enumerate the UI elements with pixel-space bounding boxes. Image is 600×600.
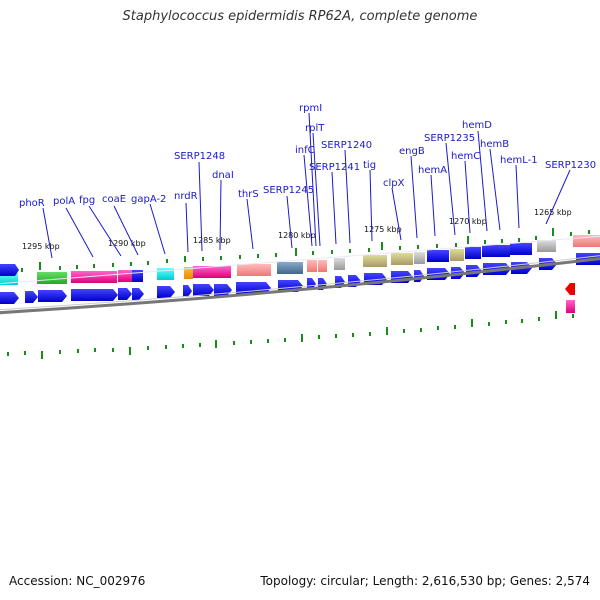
gene-label-hemB: hemB: [480, 139, 509, 150]
genome-title: Staphylococcus epidermidis RP62A, comple…: [122, 9, 478, 24]
kbp-label: 1280 kbp: [278, 231, 316, 240]
kbp-label: 1275 kbp: [364, 225, 402, 234]
label-leader-lines: [42, 112, 571, 259]
kbp-label: 1265 kbp: [534, 208, 572, 217]
gene-label-clpX: clpX: [383, 178, 405, 189]
kbp-label: 1290 kbp: [108, 239, 146, 248]
gene-block: [363, 255, 387, 267]
gene-label-polA: polA: [53, 196, 75, 207]
gene-block: [118, 270, 132, 282]
gene-labels: phoR polA fpg coaE gapA-2 nrdR SERP1248 …: [19, 103, 596, 209]
gene-label-dnaI: dnaI: [212, 170, 234, 181]
gene-block: [450, 249, 464, 261]
gene-label-hemA: hemA: [418, 165, 447, 176]
gene-label-gapA-2: gapA-2: [131, 194, 166, 205]
genome-summary-text: Topology: circular; Length: 2,616,530 bp…: [260, 574, 590, 588]
gene-block: [334, 258, 345, 270]
gene-block: [213, 266, 231, 278]
gene-block: [193, 266, 213, 278]
outer-tick-row: [21, 228, 590, 272]
strand-track-upper: [0, 235, 600, 285]
gene-label-thrS: thrS: [238, 189, 259, 200]
gene-block: [414, 252, 425, 264]
gene-block: [510, 243, 532, 255]
gene-label-phoR: phoR: [19, 198, 45, 209]
reverse-strand-genes: [565, 283, 575, 313]
gene-label-SERP1245: SERP1245: [263, 185, 314, 196]
kbp-label: 1285 kbp: [193, 236, 231, 245]
strand-arrows-upper: [0, 264, 19, 276]
gene-label-tig: tig: [363, 160, 376, 171]
gene-label-hemL-1: hemL-1: [500, 155, 538, 166]
gene-block: [482, 245, 510, 257]
gene-block: [307, 260, 317, 272]
gene-block: [427, 250, 449, 262]
gene-block: [132, 270, 143, 282]
gene-block: [318, 260, 327, 272]
kbp-label: 1270 kbp: [449, 217, 487, 226]
genome-backbone: [0, 257, 600, 315]
gene-label-SERP1241: SERP1241: [309, 162, 360, 173]
gene-label-rplT: rplT: [305, 123, 325, 134]
gene-block: [537, 240, 556, 252]
gene-label-SERP1230: SERP1230: [545, 160, 596, 171]
gene-label-coaE: coaE: [102, 194, 126, 205]
gene-label-SERP1235: SERP1235: [424, 133, 475, 144]
gene-block: [184, 267, 193, 279]
gene-label-infC: infC: [295, 145, 315, 156]
gene-label-hemC: hemC: [451, 151, 480, 162]
gene-label-rpmI: rpmI: [299, 103, 322, 114]
gene-block: [37, 272, 67, 284]
gene-block: [391, 253, 413, 265]
gene-label-SERP1248: SERP1248: [174, 151, 225, 162]
gene-label-fpg: fpg: [79, 195, 95, 206]
gene-block: [465, 247, 481, 259]
gene-block: [71, 271, 117, 283]
kbp-label: 1295 kbp: [22, 242, 60, 251]
gene-block: [277, 262, 303, 274]
gene-label-hemD: hemD: [462, 120, 492, 131]
gene-block: [237, 264, 271, 276]
cog-gene-track: [0, 235, 600, 285]
inner-tick-row: [7, 311, 574, 359]
gene-label-SERP1240: SERP1240: [321, 140, 372, 151]
accession-text: Accession: NC_002976: [9, 574, 146, 588]
kbp-labels: 1295 kbp 1290 kbp 1285 kbp 1280 kbp 1275…: [22, 208, 572, 251]
gene-label-nrdR: nrdR: [174, 191, 198, 202]
gene-label-engB: engB: [399, 146, 425, 157]
